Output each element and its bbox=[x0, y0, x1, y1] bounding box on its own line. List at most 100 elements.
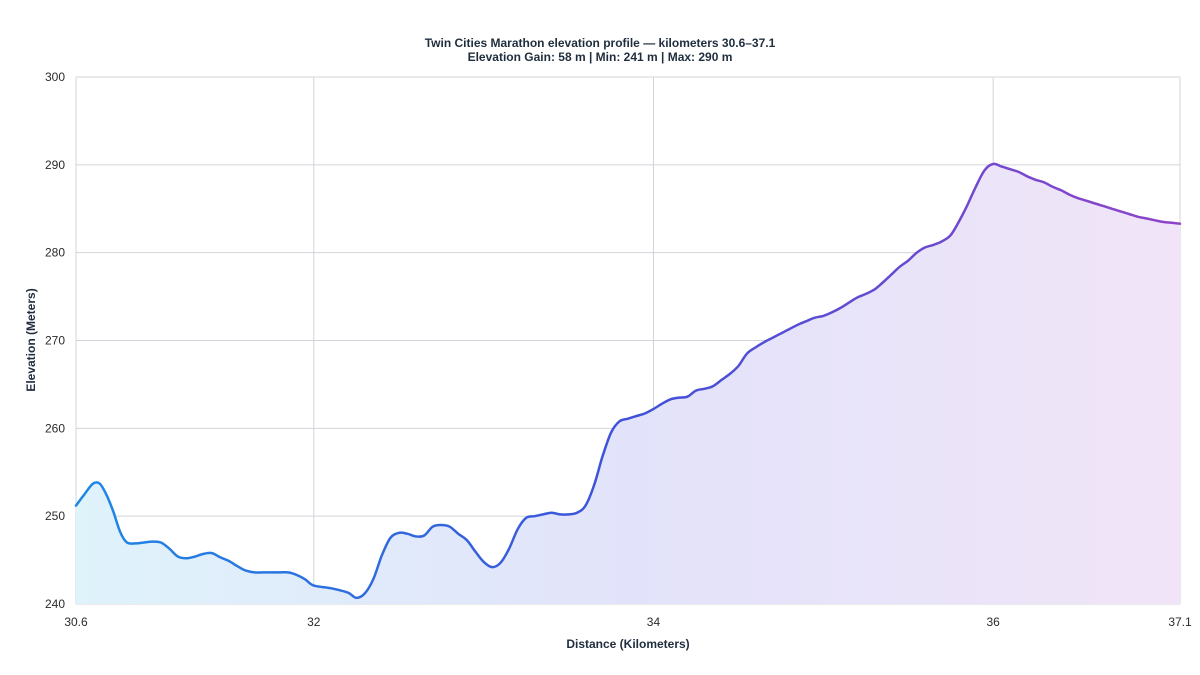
data-point bbox=[157, 539, 165, 547]
data-point bbox=[1168, 219, 1176, 227]
data-point bbox=[327, 584, 335, 592]
data-point bbox=[522, 514, 530, 522]
data-point bbox=[981, 166, 989, 174]
data-point bbox=[103, 491, 111, 499]
y-tick-label: 270 bbox=[45, 334, 65, 348]
data-point bbox=[480, 558, 488, 566]
data-point bbox=[378, 552, 386, 560]
data-point bbox=[862, 290, 870, 298]
data-point bbox=[293, 571, 301, 579]
data-point bbox=[1100, 202, 1108, 210]
data-point bbox=[344, 589, 352, 597]
data-point bbox=[123, 539, 131, 547]
data-point bbox=[879, 279, 887, 287]
data-point bbox=[1176, 220, 1184, 228]
data-point bbox=[607, 429, 615, 437]
y-tick-label: 240 bbox=[45, 597, 65, 611]
data-point bbox=[853, 294, 861, 302]
data-point bbox=[913, 249, 921, 257]
data-point bbox=[454, 530, 462, 538]
data-point bbox=[887, 271, 895, 279]
data-point bbox=[1032, 176, 1040, 184]
data-point bbox=[896, 263, 904, 271]
data-point bbox=[386, 534, 394, 542]
data-point bbox=[734, 362, 742, 370]
data-point bbox=[96, 480, 104, 488]
data-point bbox=[1083, 197, 1091, 205]
data-point bbox=[437, 521, 445, 529]
data-point bbox=[420, 532, 428, 540]
data-point bbox=[233, 562, 241, 570]
data-point bbox=[514, 525, 522, 533]
data-point bbox=[947, 231, 955, 239]
data-point bbox=[208, 549, 216, 557]
data-point bbox=[955, 217, 963, 225]
data-point bbox=[658, 400, 666, 408]
data-point bbox=[726, 370, 734, 378]
data-point bbox=[1074, 194, 1082, 202]
data-point bbox=[582, 502, 590, 510]
data-point bbox=[845, 299, 853, 307]
data-point bbox=[633, 412, 641, 420]
data-point bbox=[182, 554, 190, 562]
y-tick-label: 260 bbox=[45, 421, 65, 435]
data-point bbox=[768, 334, 776, 342]
data-point bbox=[938, 237, 946, 245]
data-point bbox=[148, 538, 156, 546]
data-point bbox=[819, 312, 827, 320]
data-point bbox=[463, 536, 471, 544]
data-point bbox=[717, 376, 725, 384]
data-point bbox=[369, 575, 377, 583]
data-point bbox=[709, 382, 717, 390]
data-point bbox=[556, 510, 564, 518]
data-point bbox=[972, 182, 980, 190]
data-point bbox=[675, 394, 683, 402]
x-axis-label: Distance (Kilometers) bbox=[566, 637, 689, 651]
data-point bbox=[743, 350, 751, 358]
data-point bbox=[1091, 200, 1099, 208]
data-point bbox=[361, 590, 369, 598]
elevation-area bbox=[76, 163, 1180, 604]
data-point bbox=[989, 160, 997, 168]
data-point bbox=[1006, 165, 1014, 173]
data-point bbox=[548, 509, 556, 517]
data-point bbox=[667, 395, 675, 403]
data-point bbox=[429, 523, 437, 531]
data-point bbox=[250, 568, 258, 576]
data-point bbox=[1134, 213, 1142, 221]
data-point bbox=[216, 553, 224, 561]
data-point bbox=[72, 502, 80, 510]
data-point bbox=[1142, 214, 1150, 222]
data-point bbox=[683, 393, 691, 401]
data-point bbox=[964, 200, 972, 208]
data-point bbox=[760, 338, 768, 346]
data-point bbox=[539, 510, 547, 518]
data-point bbox=[301, 575, 309, 583]
data-point bbox=[802, 317, 810, 325]
data-point bbox=[794, 321, 802, 329]
data-point bbox=[1159, 218, 1167, 226]
data-point bbox=[641, 409, 649, 417]
y-tick-label: 300 bbox=[45, 70, 65, 84]
x-tick-label: 36 bbox=[986, 615, 1000, 629]
data-point bbox=[395, 529, 403, 537]
data-point bbox=[777, 330, 785, 338]
data-point bbox=[1125, 210, 1133, 218]
data-point bbox=[276, 568, 284, 576]
data-point bbox=[624, 415, 632, 423]
data-point bbox=[505, 545, 513, 553]
data-point bbox=[497, 559, 505, 567]
data-point bbox=[836, 304, 844, 312]
data-point bbox=[174, 553, 182, 561]
data-point bbox=[616, 417, 624, 425]
data-point bbox=[930, 241, 938, 249]
data-point bbox=[140, 539, 148, 547]
data-point bbox=[81, 490, 89, 498]
data-point bbox=[352, 594, 360, 602]
data-point bbox=[1040, 178, 1048, 186]
data-point bbox=[488, 563, 496, 571]
data-point bbox=[199, 550, 207, 558]
data-point bbox=[259, 568, 267, 576]
data-point bbox=[1151, 216, 1159, 224]
